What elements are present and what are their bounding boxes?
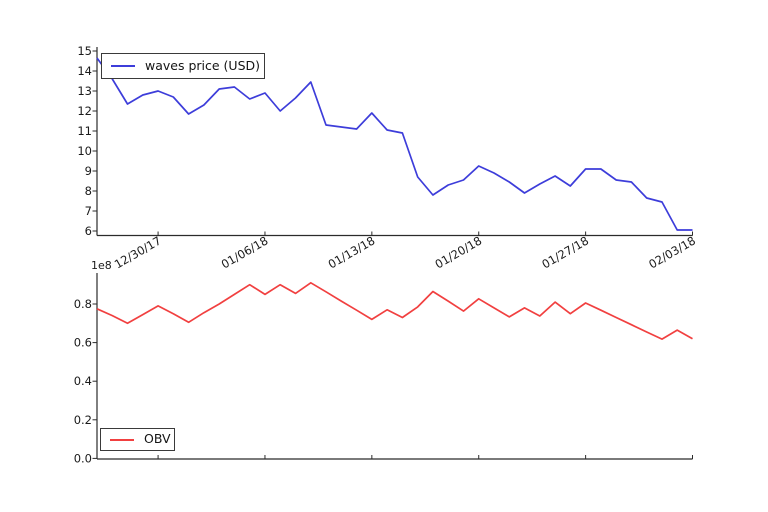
waves-legend-label: waves price (USD)	[145, 57, 261, 73]
y-tick-label: 0.4	[74, 374, 92, 388]
y-tick-label: 0.8	[74, 297, 92, 311]
x-tick-label: 02/03/18	[646, 233, 698, 271]
y-tick-label: 14	[77, 64, 92, 78]
obv-legend-line-sample	[110, 438, 134, 441]
y-tick-label: 11	[77, 124, 92, 138]
waves-legend-line-sample	[111, 65, 135, 67]
y-tick-label: 0.6	[74, 336, 92, 350]
y-tick-label: 6	[85, 224, 92, 238]
y-tick-label: 0.0	[74, 451, 92, 465]
y-tick-label: 12	[77, 104, 92, 118]
y-tick-label: 15	[77, 44, 92, 58]
y-axis-offset-label: 1e8	[91, 259, 112, 272]
y-tick-label: 10	[77, 144, 92, 158]
x-tick-label: 01/27/18	[539, 233, 591, 271]
y-tick-label: 13	[77, 84, 92, 98]
y-tick-label: 9	[85, 164, 92, 178]
y-tick-label: 0.2	[74, 413, 92, 427]
obv-legend: OBV	[100, 428, 175, 451]
y-tick-label: 7	[85, 204, 92, 218]
obv-chart: 0.0 0.2 0.4 0.6 0.8	[74, 273, 693, 465]
waves-price-line	[96, 57, 693, 231]
x-tick-label: 01/13/18	[326, 233, 378, 271]
x-tick-label: 12/30/17	[112, 233, 164, 271]
obv-legend-label: OBV	[144, 431, 171, 447]
y-tick-label: 8	[85, 184, 92, 198]
x-tick-label: 01/20/18	[432, 233, 484, 271]
x-tick-label: 01/06/18	[219, 233, 271, 271]
waves-legend: waves price (USD)	[101, 53, 265, 79]
obv-line	[96, 281, 693, 340]
